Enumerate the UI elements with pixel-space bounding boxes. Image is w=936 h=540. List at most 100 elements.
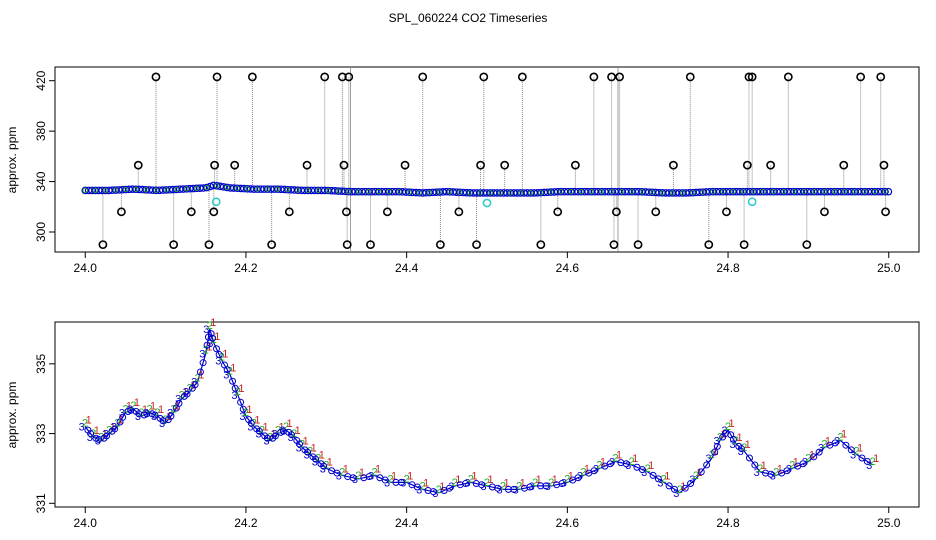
data-point-label: 3 xyxy=(713,436,719,448)
data-point xyxy=(700,189,706,195)
data-point-label: 2 xyxy=(404,473,410,485)
outlier-point xyxy=(739,240,749,249)
data-point xyxy=(199,359,207,367)
data-point xyxy=(413,483,421,491)
data-point xyxy=(629,188,635,195)
data-point xyxy=(558,188,564,195)
data-point xyxy=(335,188,341,194)
data-point xyxy=(255,427,263,435)
data-point-label: 1 xyxy=(359,467,365,479)
data-point xyxy=(665,482,673,490)
data-point xyxy=(112,187,119,193)
data-point xyxy=(436,189,443,195)
data-point-label: 3 xyxy=(464,477,470,489)
data-point xyxy=(224,184,230,191)
data-point-label: 2 xyxy=(837,432,843,444)
data-point-label: 2 xyxy=(661,473,667,485)
outlier-point xyxy=(344,72,354,82)
x-tick-label: 24.2 xyxy=(234,516,258,530)
outlier-point xyxy=(400,160,410,170)
data-point xyxy=(320,462,328,470)
data-point-label: 1 xyxy=(319,449,325,461)
data-point-label: 1 xyxy=(375,463,381,475)
outlier-point xyxy=(382,207,392,217)
data-point xyxy=(750,188,757,195)
outlier-point xyxy=(839,160,849,170)
y-tick-label: 380 xyxy=(34,121,48,141)
data-point xyxy=(191,381,199,389)
data-point-label: 1 xyxy=(632,453,638,465)
data-point-label: 3 xyxy=(529,481,535,493)
data-point xyxy=(234,185,240,191)
data-point xyxy=(305,187,311,194)
data-point-label: 2 xyxy=(146,404,152,416)
data-point xyxy=(507,190,514,196)
data-point xyxy=(333,469,341,477)
data-point xyxy=(447,189,453,195)
data-point-label: 3 xyxy=(416,484,422,496)
data-point xyxy=(296,440,304,448)
data-point-label: 3 xyxy=(657,477,663,489)
outlier-point xyxy=(169,240,179,249)
data-point xyxy=(196,368,204,376)
data-point xyxy=(590,467,598,475)
data-point-label: 1 xyxy=(568,470,574,482)
data-point xyxy=(799,460,807,468)
outlier-point xyxy=(879,160,889,170)
data-point xyxy=(679,190,686,196)
data-point-label: 2 xyxy=(452,477,458,489)
data-point-label: 3 xyxy=(199,348,205,360)
data-point xyxy=(462,480,470,488)
data-point-label: 2 xyxy=(821,439,827,451)
data-point-label: 2 xyxy=(82,418,88,430)
data-point-label: 1 xyxy=(86,415,92,427)
data-point xyxy=(872,188,878,195)
data-point xyxy=(163,187,169,193)
x-tick-label: 24.8 xyxy=(716,261,740,275)
data-point-label: 1 xyxy=(552,474,558,486)
data-point xyxy=(687,480,695,488)
data-point-label: 3 xyxy=(593,463,599,475)
data-point-label: 3 xyxy=(513,484,519,496)
data-point-label: 1 xyxy=(214,331,220,343)
data-point-label: 1 xyxy=(536,474,542,486)
data-point xyxy=(295,187,301,193)
x-tick-label: 25.0 xyxy=(877,516,901,530)
outlier-point xyxy=(133,160,143,170)
data-point-label: 3 xyxy=(673,488,679,500)
data-point-label: 3 xyxy=(689,474,695,486)
panel-1-axes: 24.0 24.2 24.4 24.6 24.8 25.0 300 340 380 420 xyxy=(34,70,901,275)
data-point-label: 2 xyxy=(629,456,635,468)
outlier-point xyxy=(435,240,445,249)
outlier-point xyxy=(856,72,866,82)
x-tick-label: 24.6 xyxy=(556,516,580,530)
outlier-point xyxy=(320,72,330,82)
data-point xyxy=(183,186,190,192)
outlier-point xyxy=(744,72,754,82)
data-point-label: 1 xyxy=(230,362,236,374)
outlier-point xyxy=(230,160,240,170)
outlier-point xyxy=(247,72,257,82)
outlier-point xyxy=(454,207,464,217)
data-point xyxy=(287,431,295,439)
data-point-label: 3 xyxy=(203,324,209,336)
data-point-label: 3 xyxy=(119,408,125,420)
outlier-point xyxy=(302,160,312,170)
data-point-label: 2 xyxy=(725,421,731,433)
data-point-label: 2 xyxy=(548,477,554,489)
data-point xyxy=(457,189,463,195)
data-point xyxy=(274,186,281,192)
data-point xyxy=(304,448,312,456)
outlier-point xyxy=(212,72,222,82)
data-point xyxy=(477,190,483,196)
data-point-label: 3 xyxy=(545,481,551,493)
data-point xyxy=(349,474,357,482)
outlier-point xyxy=(342,240,352,249)
data-point xyxy=(212,345,220,353)
outlier-point xyxy=(607,72,616,82)
data-point-label: 1 xyxy=(696,467,702,479)
data-point-label: 2 xyxy=(677,484,683,496)
data-point-label: 1 xyxy=(737,432,743,444)
data-point xyxy=(729,435,737,443)
data-point-label: 1 xyxy=(664,470,670,482)
